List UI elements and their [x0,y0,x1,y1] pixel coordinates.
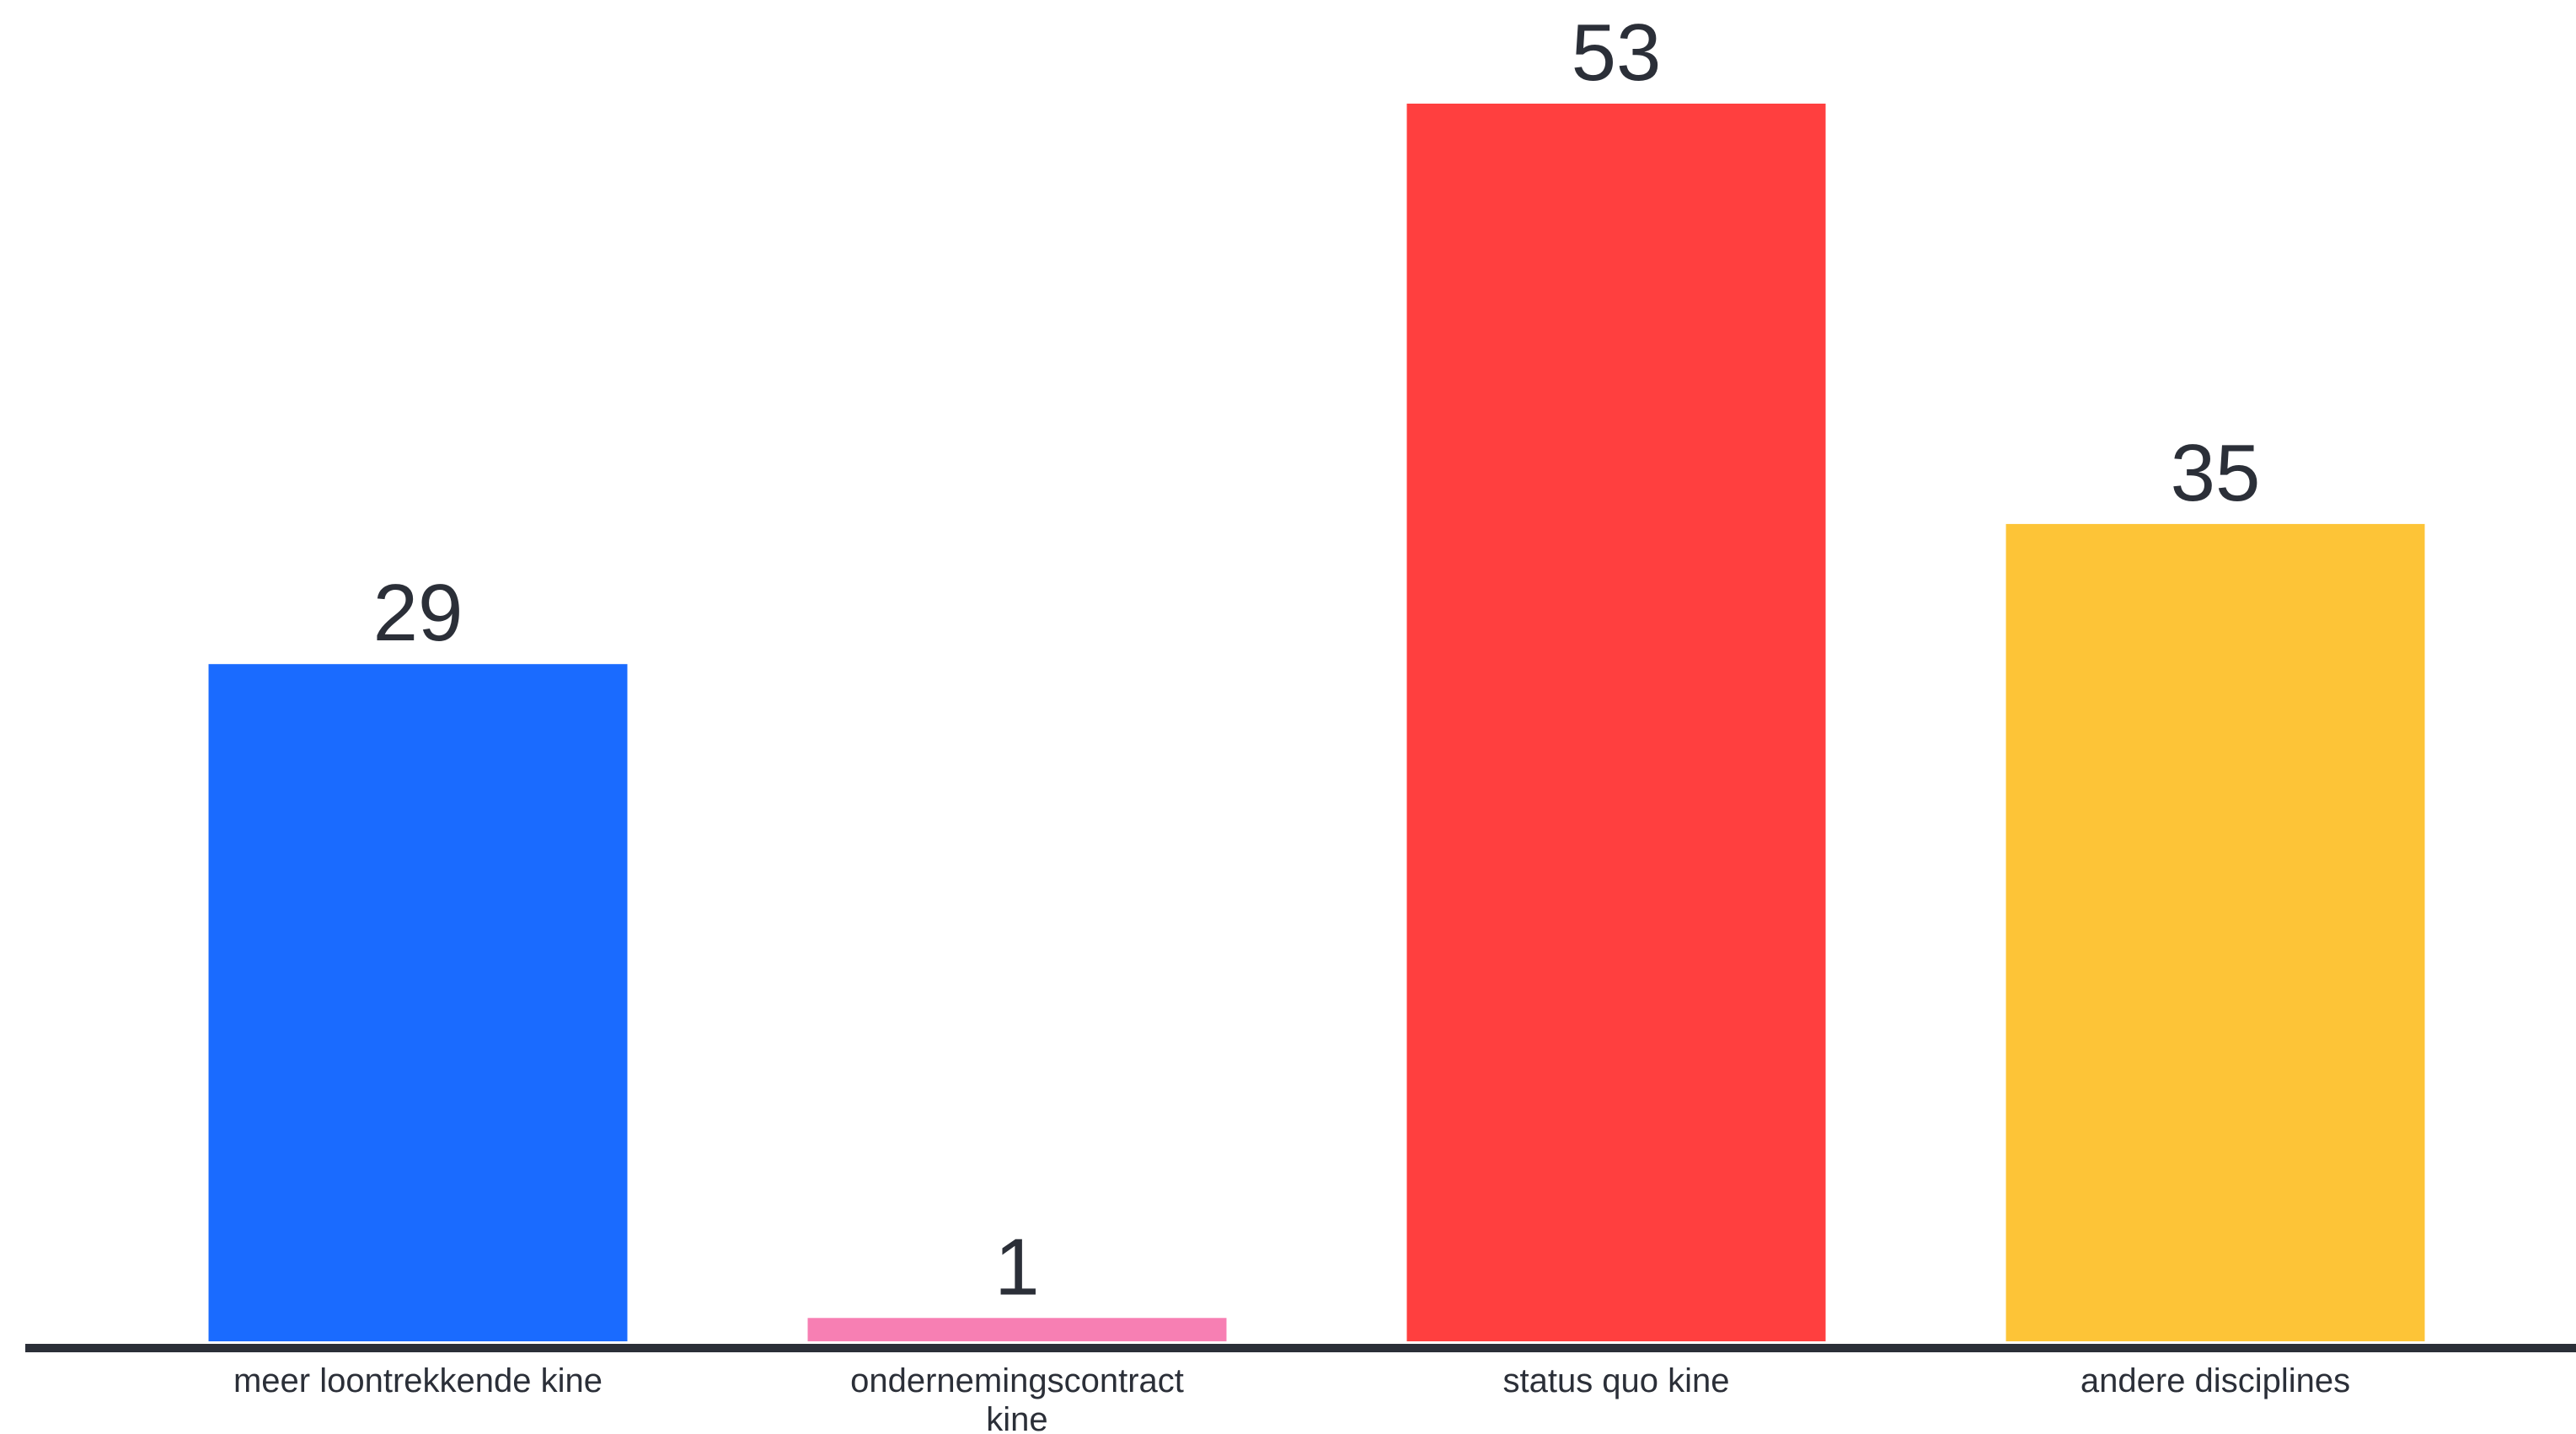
bar [807,1318,1227,1341]
bars-layer [208,104,2425,1341]
bar [2006,523,2425,1341]
category-label-line: meer loontrekkende kine [233,1362,602,1399]
category-label: status quo kine [1502,1362,1729,1399]
category-label-line: andere disciplines [2081,1362,2350,1399]
category-labels-layer: meer loontrekkende kine ondernemingscontr… [233,1362,2350,1434]
bar [1406,104,1826,1341]
bar-value-label: 1 [994,1222,1039,1312]
bar-value-label: 35 [2171,428,2261,518]
bar [208,664,628,1341]
category-label-line: status quo kine [1502,1362,1729,1399]
category-label-line: ondernemingscontract [850,1362,1184,1399]
category-label: andere disciplines [2081,1362,2350,1399]
category-label: ondernemingscontract kine [850,1362,1184,1434]
value-labels-layer: 29 1 53 35 [373,8,2261,1312]
bar-value-label: 29 [373,568,463,658]
category-label: meer loontrekkende kine [233,1362,602,1399]
category-label-line: kine [986,1401,1047,1434]
bar-value-label: 53 [1572,8,1662,98]
